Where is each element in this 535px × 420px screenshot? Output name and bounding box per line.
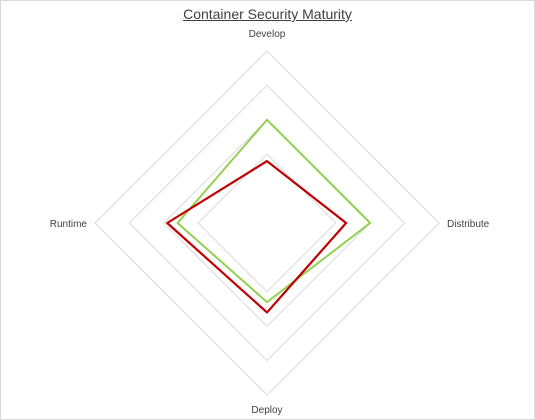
series-target-line — [176, 118, 372, 304]
grid-ring-5 — [94, 50, 440, 396]
chart-title: Container Security Maturity — [183, 6, 352, 22]
series-layer — [166, 118, 372, 314]
grid-ring-4 — [128, 84, 406, 362]
grid-ring-2 — [197, 153, 337, 293]
axis-labels: Develop Distribute Deploy Runtime — [50, 29, 490, 416]
grid-rings — [94, 50, 440, 396]
axis-label-deploy: Deploy — [251, 405, 282, 416]
series-current-line — [166, 159, 348, 314]
grid-ring-3 — [163, 119, 371, 327]
axis-label-develop: Develop — [249, 29, 286, 40]
axis-label-distribute: Distribute — [447, 219, 490, 230]
axis-label-runtime: Runtime — [50, 219, 88, 230]
